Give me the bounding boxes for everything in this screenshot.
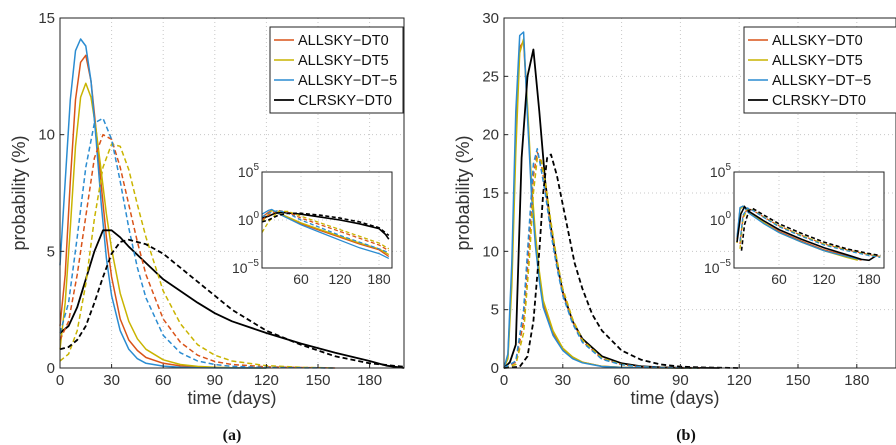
series-line-1 (59, 82, 267, 369)
inset-y-tick-label: 10−5 (704, 258, 731, 276)
x-tick-label: 30 (554, 372, 571, 389)
legend-label: ALLSKY−DT−5 (298, 73, 397, 89)
y-tick-label: 30 (482, 10, 499, 27)
legend-label: ALLSKY−DT−5 (772, 73, 871, 89)
y-axis-label: probability (%) (453, 135, 473, 250)
x-tick-label: 30 (103, 372, 120, 389)
x-tick-label: 150 (305, 372, 330, 389)
x-tick-label: 0 (56, 372, 64, 389)
axes-frame (59, 17, 405, 369)
inset-x-tick-label: 180 (367, 271, 391, 287)
x-tick-label: 0 (500, 372, 508, 389)
x-tick-label: 90 (206, 372, 223, 389)
y-tick-label: 0 (47, 360, 55, 377)
x-tick-label: 120 (254, 372, 279, 389)
chart-panel-a: 0 30 60 90 120 150 180 0 5 10 15 time (days) probabi… (9, 10, 405, 408)
inset-series-line-5 (739, 207, 881, 258)
inset-series-line-5 (261, 210, 390, 250)
inset-x-tick-label: 60 (293, 271, 309, 287)
legend-label: ALLSKY−DT0 (298, 33, 389, 49)
y-tick-label: 5 (491, 302, 499, 319)
x-axis-label: time (days) (187, 388, 276, 408)
series-line-7 (59, 238, 405, 368)
inset-y-tick-label: 105 (238, 162, 260, 180)
inset-series-line-4 (261, 209, 390, 252)
x-tick-label: 120 (727, 372, 752, 389)
series-line-3 (59, 229, 405, 369)
x-tick-label: 90 (672, 372, 689, 389)
legend-label: CLRSKY−DT0 (772, 93, 866, 109)
x-tick-label: 180 (357, 372, 382, 389)
legend-box (269, 26, 404, 114)
inset-series-line-3 (261, 211, 390, 240)
inset-series-line-2 (736, 205, 861, 261)
inset-series-line-2 (261, 208, 390, 259)
series-line-6 (59, 117, 336, 369)
chart-panel-b: 0 30 60 90 120 150 180 0 5 10 15 20 25 30 time (days) p… (453, 10, 896, 408)
x-tick-label: 60 (613, 372, 630, 389)
inset-chart: 60 120 180 105 100 10−5 (704, 162, 885, 287)
inset-series-line-3 (736, 205, 877, 262)
series-line-5 (59, 143, 336, 369)
panel-caption-a: (a) (223, 427, 242, 444)
legend-box (743, 26, 896, 114)
x-tick-label: 60 (155, 372, 172, 389)
inset-series-line-6 (261, 209, 390, 254)
inset-y-tick-label: 10−5 (232, 258, 259, 276)
legend: ALLSKY−DT0 ALLSKY−DT5 ALLSKY−DT−5 CLRSKY−DT… (743, 26, 896, 114)
inset-series-line-6 (739, 207, 881, 259)
y-tick-label: 10 (482, 243, 499, 260)
inset-x-tick-label: 120 (812, 271, 836, 287)
series-line-7 (503, 153, 740, 369)
y-tick-label: 25 (482, 68, 499, 85)
inset-y-tick-label: 100 (238, 210, 260, 228)
inset-frame (733, 171, 885, 269)
y-tick-label: 5 (47, 243, 55, 260)
legend-label: ALLSKY−DT5 (772, 53, 863, 69)
inset-chart: 60 120 180 105 100 10−5 (232, 162, 393, 287)
legend-label: ALLSKY−DT5 (298, 53, 389, 69)
legend-label: ALLSKY−DT0 (772, 33, 863, 49)
inset-x-tick-label: 120 (328, 271, 352, 287)
series-line-0 (59, 54, 267, 369)
y-tick-label: 15 (38, 10, 55, 27)
y-tick-label: 10 (38, 127, 55, 144)
y-tick-label: 0 (491, 360, 499, 377)
inset-frame (261, 171, 393, 269)
legend: ALLSKY−DT0 ALLSKY−DT5 ALLSKY−DT−5 CLRSKY−DT… (269, 26, 404, 114)
legend-label: CLRSKY−DT0 (298, 93, 392, 109)
inset-y-tick-label: 100 (710, 210, 732, 228)
y-axis-label: probability (%) (9, 135, 29, 250)
x-tick-label: 150 (785, 372, 810, 389)
inset-series-line-7 (740, 207, 881, 257)
y-tick-label: 15 (482, 185, 499, 202)
inset-y-tick-label: 105 (710, 162, 732, 180)
panel-caption-b: (b) (676, 427, 696, 444)
x-tick-label: 180 (844, 372, 869, 389)
x-axis-label: time (days) (630, 388, 719, 408)
y-tick-label: 20 (482, 127, 499, 144)
inset-x-tick-label: 60 (771, 271, 787, 287)
inset-x-tick-label: 180 (857, 271, 881, 287)
series-line-6 (503, 147, 701, 369)
series-line-5 (503, 157, 701, 369)
